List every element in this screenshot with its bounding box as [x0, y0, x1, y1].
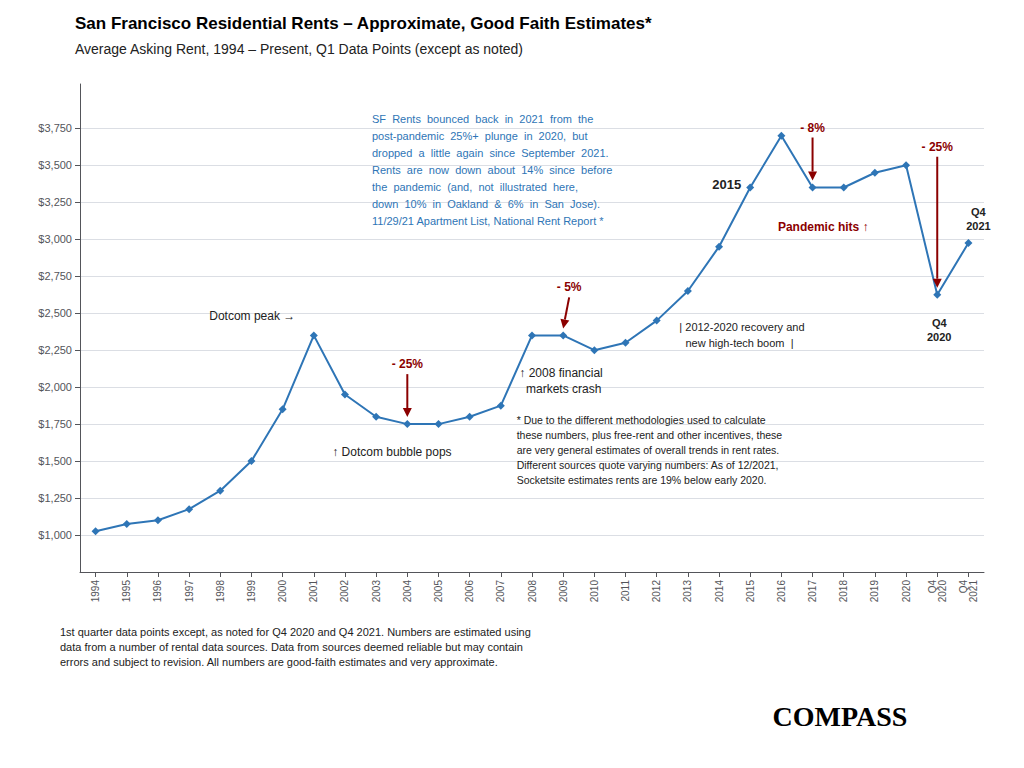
- svg-text:Socketsite estimates rents are: Socketsite estimates rents are 19% below…: [517, 474, 767, 486]
- svg-text:| 2012-2020 recovery and: | 2012-2020 recovery and: [679, 321, 804, 333]
- svg-text:Rents are now down about: Rents are now down about 14% since befor…: [372, 164, 612, 176]
- svg-text:down 10% in Oakland & 6%: down 10% in Oakland & 6% in San Jose).: [372, 198, 600, 210]
- svg-text:Q4: Q4: [971, 206, 987, 218]
- svg-text:the pandemic (and, not ill: the pandemic (and, not illustrated here,: [372, 181, 578, 193]
- svg-text:San Francisco Residential Rent: San Francisco Residential Rents – Approx…: [75, 14, 652, 33]
- svg-text:SF Rents bounced back in: SF Rents bounced back in 2021 from the: [372, 113, 593, 125]
- svg-text:* Due to the different methodo: * Due to the different methodologies use…: [517, 414, 766, 426]
- svg-text:2004: 2004: [402, 580, 413, 603]
- svg-text:2020: 2020: [937, 580, 948, 603]
- svg-text:2007: 2007: [495, 580, 506, 603]
- svg-text:are very general estimates of: are very general estimates of overall tr…: [517, 444, 780, 456]
- svg-text:1996: 1996: [152, 580, 163, 603]
- svg-text:$2,000: $2,000: [38, 381, 72, 393]
- svg-text:1994: 1994: [90, 580, 101, 603]
- svg-text:1995: 1995: [121, 580, 132, 603]
- svg-text:2003: 2003: [371, 580, 382, 603]
- svg-text:$1,000: $1,000: [38, 529, 72, 541]
- svg-text:2002: 2002: [339, 580, 350, 603]
- svg-text:dropped a little again sin: dropped a little again since September 2…: [372, 147, 609, 159]
- svg-text:1st quarter data points except: 1st quarter data points except, as noted…: [60, 626, 531, 638]
- svg-text:2000: 2000: [277, 580, 288, 603]
- svg-text:- 25%: - 25%: [392, 357, 424, 371]
- svg-text:$1,750: $1,750: [38, 418, 72, 430]
- svg-text:2011: 2011: [620, 580, 631, 602]
- svg-text:errors and subject to revision: errors and subject to revision. All numb…: [60, 656, 498, 668]
- svg-text:$3,500: $3,500: [38, 159, 72, 171]
- svg-text:↑ Dotcom bubble pops: ↑ Dotcom bubble pops: [332, 445, 451, 459]
- svg-text:Q4: Q4: [932, 317, 948, 329]
- svg-text:Q4: Q4: [957, 580, 969, 594]
- svg-text:2010: 2010: [589, 580, 600, 603]
- svg-text:$2,250: $2,250: [38, 344, 72, 356]
- svg-text:these numbers, plus free-rent: these numbers, plus free-rent and other …: [517, 429, 783, 441]
- svg-text:$1,250: $1,250: [38, 492, 72, 504]
- svg-text:2001: 2001: [308, 580, 319, 603]
- svg-text:Dotcom peak →: Dotcom peak →: [209, 309, 295, 323]
- svg-text:2015: 2015: [745, 580, 756, 603]
- svg-text:Average Asking Rent, 1994 – Pr: Average Asking Rent, 1994 – Present, Q1 …: [75, 41, 523, 57]
- svg-text:2019: 2019: [869, 580, 880, 603]
- svg-text:2015: 2015: [712, 177, 741, 192]
- svg-text:- 25%: - 25%: [922, 140, 954, 154]
- svg-text:2008: 2008: [527, 580, 538, 603]
- svg-text:2017: 2017: [807, 580, 818, 603]
- svg-text:2014: 2014: [714, 580, 725, 603]
- svg-text:Different sources quote varyin: Different sources quote varying numbers:…: [517, 459, 779, 471]
- svg-text:2013: 2013: [682, 580, 693, 603]
- svg-text:2020: 2020: [901, 580, 912, 603]
- svg-text:2021: 2021: [968, 580, 979, 603]
- svg-text:markets crash: markets crash: [519, 382, 601, 396]
- svg-text:$2,750: $2,750: [38, 270, 72, 282]
- svg-text:COMPASS: COMPASS: [773, 701, 908, 732]
- svg-text:$2,500: $2,500: [38, 307, 72, 319]
- svg-text:2018: 2018: [838, 580, 849, 603]
- svg-text:post-pandemic 25%+ plunge i: post-pandemic 25%+ plunge in 2020, but: [372, 130, 588, 142]
- svg-text:1998: 1998: [215, 580, 226, 603]
- svg-text:2021: 2021: [966, 220, 990, 232]
- svg-text:↑ 2008 financial: ↑ 2008 financial: [519, 366, 602, 380]
- svg-text:2005: 2005: [433, 580, 444, 603]
- svg-text:- 5%: - 5%: [557, 280, 582, 294]
- svg-text:Q4: Q4: [926, 580, 938, 594]
- svg-text:2012: 2012: [651, 580, 662, 603]
- svg-text:Pandemic hits ↑: Pandemic hits ↑: [778, 220, 869, 234]
- svg-text:2006: 2006: [464, 580, 475, 603]
- svg-text:$3,750: $3,750: [38, 122, 72, 134]
- svg-text:- 8%: - 8%: [800, 121, 825, 135]
- svg-text:$1,500: $1,500: [38, 455, 72, 467]
- svg-text:1997: 1997: [184, 580, 195, 603]
- svg-text:2016: 2016: [776, 580, 787, 603]
- svg-text:data from a number of rental d: data from a number of rental data source…: [60, 641, 523, 653]
- svg-text:$3,250: $3,250: [38, 196, 72, 208]
- svg-text:1999: 1999: [246, 580, 257, 603]
- svg-text:new high-tech boom |: new high-tech boom |: [679, 337, 793, 349]
- svg-text:2009: 2009: [558, 580, 569, 603]
- svg-text:11/29/21 Apartment List, Natio: 11/29/21 Apartment List, National Rent R…: [372, 215, 604, 227]
- svg-text:2020: 2020: [927, 331, 951, 343]
- svg-text:$3,000: $3,000: [38, 233, 72, 245]
